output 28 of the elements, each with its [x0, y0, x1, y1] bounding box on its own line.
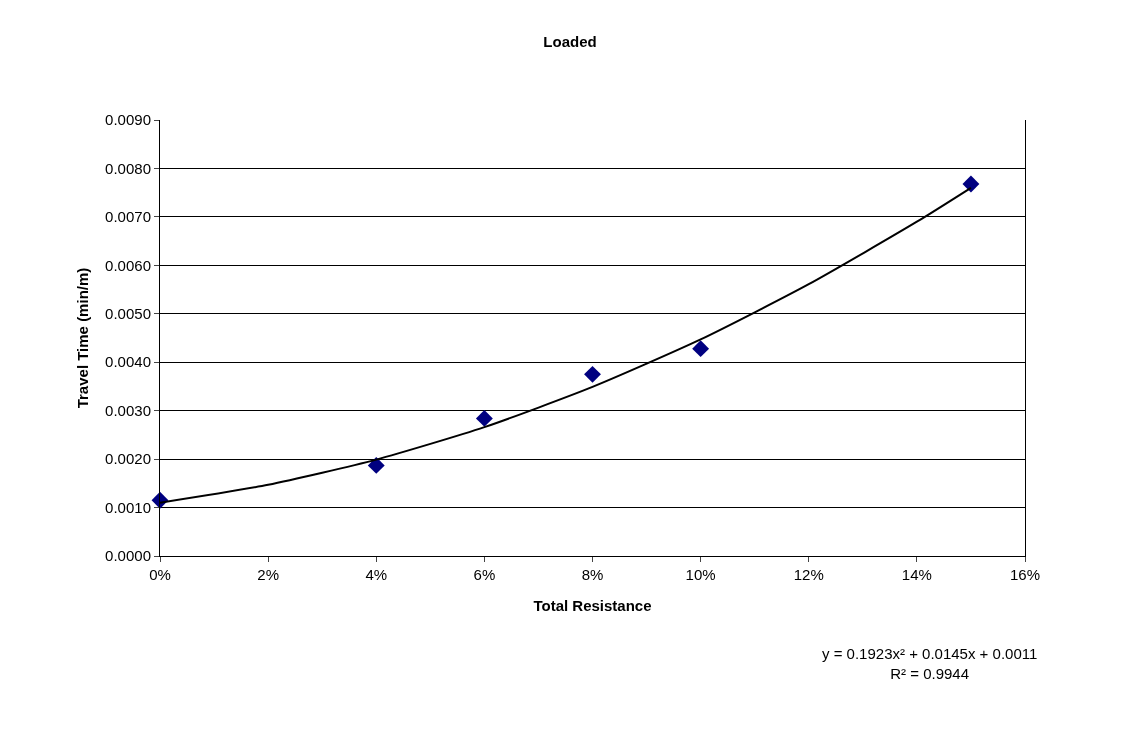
x-tick-label: 6% [473, 566, 496, 583]
x-tick-label: 2% [257, 566, 279, 583]
y-tick-label: 0.0090 [105, 111, 151, 129]
x-tick-label: 10% [685, 566, 716, 583]
y-tick-label: 0.0000 [105, 547, 151, 565]
y-tick-label: 0.0010 [105, 498, 151, 516]
x-tick-label: 14% [901, 566, 932, 583]
y-axis-title: Travel Time (min/m) [74, 267, 92, 409]
point [962, 175, 980, 193]
y-tick-label: 0.0060 [105, 256, 151, 274]
x-axis-title: Total Resistance [533, 597, 652, 614]
chart-title: Loaded [543, 33, 597, 51]
y-tick-label: 0.0040 [105, 353, 151, 371]
text: y = 0.1923x² + 0.0145x + 0.0011 R² = 0.9944 [822, 645, 1038, 682]
y-tick-label: 0.0050 [105, 305, 151, 323]
point [692, 340, 710, 358]
y-tick-label: 0.0080 [105, 159, 151, 177]
point [584, 365, 601, 383]
y-tick-label: 0.0070 [105, 208, 151, 226]
y-tick-label: 0.0020 [105, 450, 151, 468]
x-tick-label: 16% [1009, 566, 1041, 583]
point [475, 409, 493, 427]
x-tick-label: 12% [793, 566, 824, 583]
y-tick-label: 0.0030 [105, 401, 151, 419]
x-tick-label: 4% [365, 566, 388, 583]
x-tick-label: 0% [149, 566, 171, 583]
point [367, 456, 385, 474]
x-tick-label: 8% [581, 566, 604, 583]
